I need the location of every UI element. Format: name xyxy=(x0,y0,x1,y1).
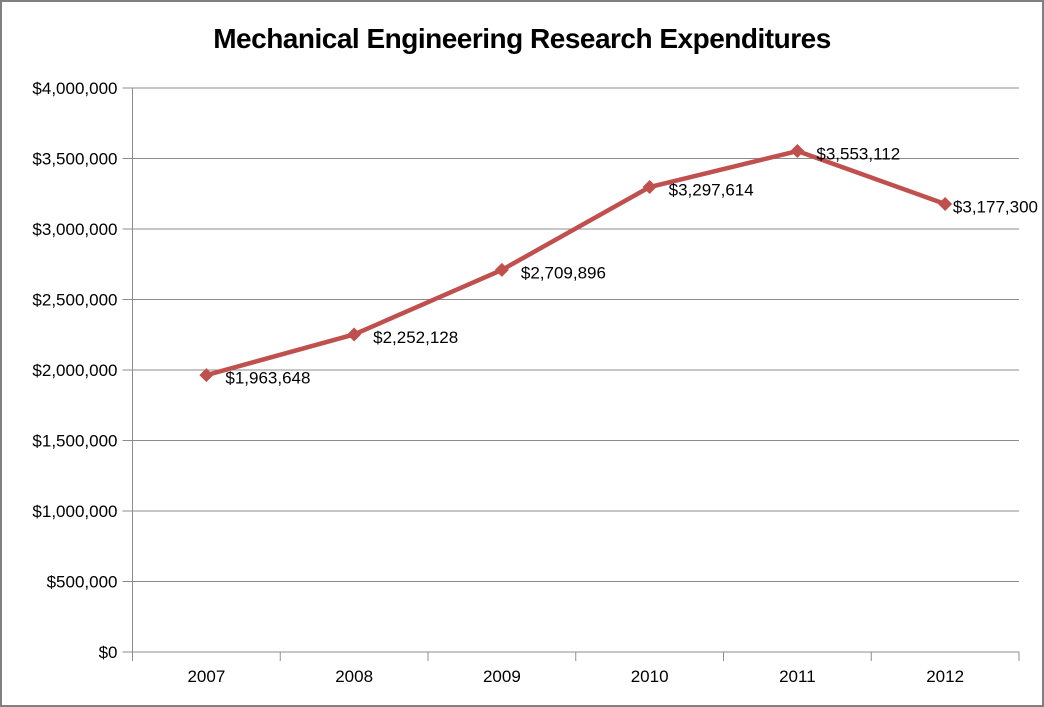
y-axis-tick-label: $1,000,000 xyxy=(32,502,117,521)
data-point-label: $3,297,614 xyxy=(669,181,754,200)
y-axis-tick-label: $3,000,000 xyxy=(32,220,117,239)
data-point-label: $3,177,300 xyxy=(953,197,1038,216)
x-axis-tick-label: 2011 xyxy=(779,667,816,686)
series-line xyxy=(204,148,948,378)
data-point-label: $2,709,896 xyxy=(521,263,606,282)
data-point-marker xyxy=(790,144,805,159)
x-axis-tick-label: 2012 xyxy=(926,667,964,686)
data-point-label: $1,963,648 xyxy=(225,369,310,388)
data-point-label: $3,553,112 xyxy=(816,144,900,163)
data-point-label: $2,252,128 xyxy=(373,328,458,347)
chart-title: Mechanical Engineering Research Expendit… xyxy=(213,23,831,54)
data-point-marker xyxy=(642,180,657,195)
x-axis-tick-label: 2010 xyxy=(631,667,669,686)
y-axis-tick-label: $2,500,000 xyxy=(32,291,117,310)
y-axis-tick-label: $500,000 xyxy=(47,573,118,592)
data-point-marker xyxy=(938,197,953,212)
y-axis-tick-label: $2,000,000 xyxy=(32,361,117,380)
data-point-marker xyxy=(494,262,509,277)
y-axis-tick-label: $4,000,000 xyxy=(32,79,117,98)
x-axis-tick-label: 2008 xyxy=(335,667,373,686)
data-point-marker xyxy=(199,368,214,383)
x-axis-tick-label: 2007 xyxy=(187,667,225,686)
y-axis-tick-label: $0 xyxy=(99,643,118,662)
data-point-marker xyxy=(347,327,362,342)
x-axis-tick-label: 2009 xyxy=(483,667,521,686)
y-axis-tick-label: $1,500,000 xyxy=(32,432,117,451)
y-axis-tick-label: $3,500,000 xyxy=(32,150,117,169)
